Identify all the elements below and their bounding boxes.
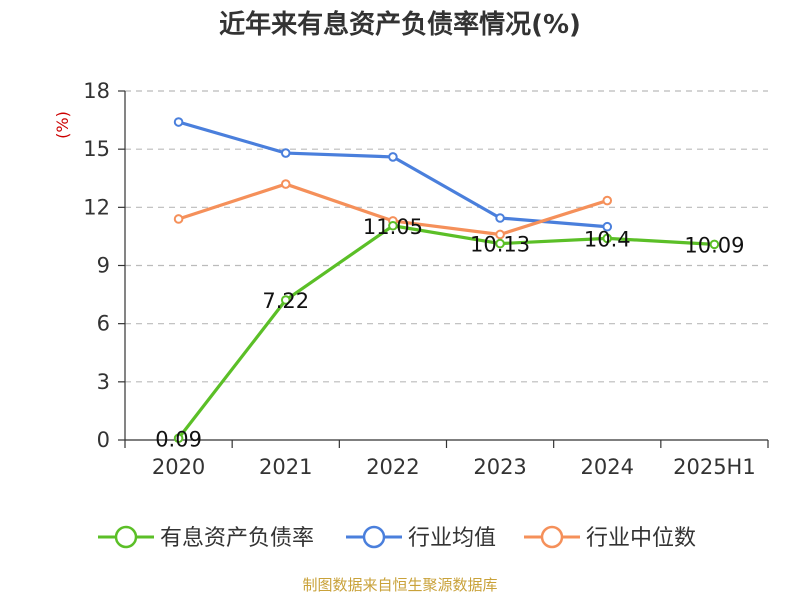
series-point bbox=[602, 195, 613, 206]
data-label: 11.05 bbox=[363, 215, 423, 239]
series-point bbox=[495, 213, 505, 223]
data-labels: 0.09 7.22 11.05 10.13 10.4 10.09 bbox=[155, 215, 744, 452]
y-tick-label: 15 bbox=[83, 137, 110, 161]
legend-swatch-marker bbox=[540, 525, 564, 549]
series-point bbox=[495, 238, 505, 249]
y-axis-label: (%) bbox=[53, 111, 72, 139]
y-tick-label: 18 bbox=[83, 79, 110, 103]
series-point bbox=[280, 179, 291, 189]
x-tick-label: 2025H1 bbox=[673, 455, 756, 479]
x-tick-label: 2022 bbox=[366, 455, 419, 479]
data-label: 7.22 bbox=[262, 289, 309, 313]
legend-label: 行业均值 bbox=[408, 526, 496, 551]
y-tick-label: 3 bbox=[97, 370, 110, 394]
series-point bbox=[388, 220, 398, 231]
legend-swatch-marker bbox=[362, 525, 386, 549]
data-label: 10.13 bbox=[470, 233, 530, 257]
series-point bbox=[173, 117, 184, 127]
x-tick-label: 2021 bbox=[259, 455, 312, 479]
series-layer bbox=[173, 117, 720, 444]
series-point bbox=[173, 214, 184, 224]
legend-label: 行业中位数 bbox=[586, 526, 696, 551]
series-point bbox=[709, 239, 720, 250]
grid-lines bbox=[125, 90, 768, 383]
series-point bbox=[280, 295, 291, 305]
legend-swatch-marker bbox=[114, 525, 138, 549]
y-tick-label: 6 bbox=[97, 312, 110, 336]
series-point bbox=[495, 229, 505, 240]
x-tick-label: 2024 bbox=[581, 455, 634, 479]
series-point bbox=[388, 152, 398, 162]
data-label: 10.4 bbox=[584, 227, 631, 251]
legend: 有息资产负债率 行业均值 行业中位数 bbox=[98, 525, 696, 551]
x-tick-label: 2020 bbox=[152, 455, 205, 479]
series-point bbox=[280, 148, 291, 158]
series-point bbox=[173, 433, 184, 444]
legend-label: 有息资产负债率 bbox=[160, 526, 314, 551]
source-note: 制图数据来自恒生聚源数据库 bbox=[302, 576, 497, 594]
series-line bbox=[178, 120, 608, 229]
axes: 0 3 6 9 12 15 18 2020 2021 2022 2023 2024 2025H1 bbox=[83, 79, 769, 479]
series-point bbox=[602, 233, 613, 244]
data-label: 10.09 bbox=[684, 233, 744, 257]
x-tick-label: 2023 bbox=[473, 455, 526, 479]
y-tick-label: 9 bbox=[97, 254, 110, 278]
y-tick-label: 0 bbox=[97, 428, 110, 452]
series-line bbox=[177, 224, 715, 440]
series-point bbox=[602, 221, 613, 232]
chart-title: 近年来有息资产负债率情况(%) bbox=[219, 9, 581, 40]
y-tick-label: 12 bbox=[83, 195, 110, 219]
data-label: 0.09 bbox=[155, 427, 202, 451]
